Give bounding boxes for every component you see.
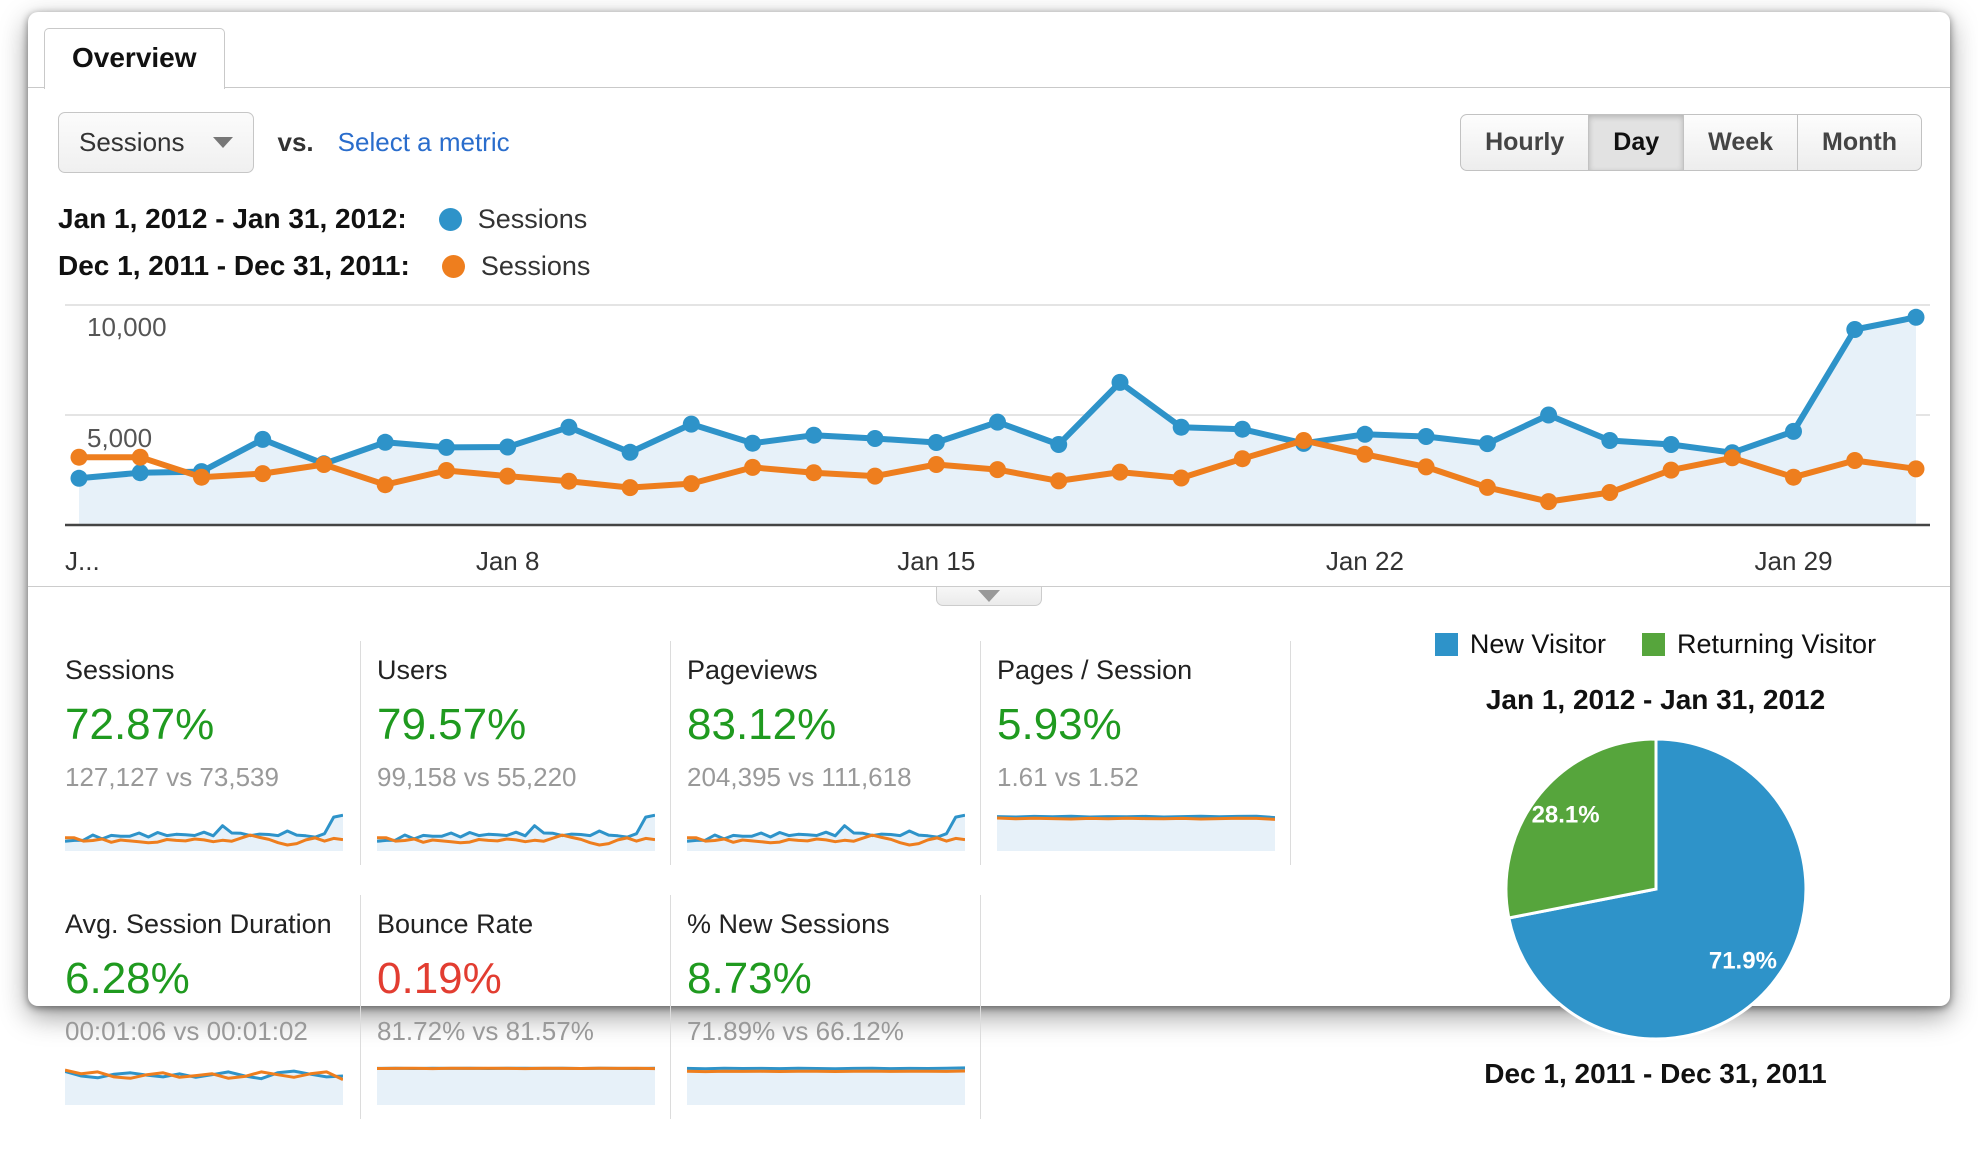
timeline-expander[interactable]	[936, 587, 1042, 606]
metric-change-value: 6.28%	[65, 954, 190, 1003]
legend-dot-icon	[438, 207, 462, 231]
chevron-down-icon	[212, 137, 233, 148]
svg-text:28.1%: 28.1%	[1531, 802, 1599, 829]
legend-row: Dec 1, 2011 - Dec 31, 2011: Sessions	[58, 250, 1950, 282]
metric-cards-row-1: Sessions 72.87% 127,127 vs 73,539 Users 79.5…	[65, 641, 1361, 865]
metric-sparkline	[65, 1068, 343, 1105]
visitor-pie-block: New Visitor Returning Visitor Jan 1, 2012…	[1361, 629, 1950, 1149]
tab-overview[interactable]: Overview	[44, 28, 225, 89]
metric-card: Avg. Session Duration 6.28% 00:01:06 vs 00…	[65, 895, 361, 1119]
chart-footer-divider	[28, 586, 1950, 606]
metric-comparison: 00:01:06 vs 00:01:02	[65, 1016, 308, 1046]
metric-sparkline	[65, 813, 343, 851]
metric-change-value: 5.93%	[997, 700, 1122, 749]
select-metric-link[interactable]: Select a metric	[337, 127, 510, 157]
legend-date-range: Jan 1, 2012 - Jan 31, 2012:	[58, 203, 407, 234]
legend-dot-icon	[441, 254, 465, 278]
legend-swatch-icon	[1434, 633, 1458, 656]
svg-text:71.9%: 71.9%	[1708, 947, 1776, 974]
x-tick-label: J...	[65, 546, 100, 576]
vs-label: vs.	[277, 127, 314, 157]
granularity-hourly[interactable]: Hourly	[1460, 114, 1590, 171]
y-tick-label: 10,000	[87, 312, 167, 342]
metric-sparkline	[377, 813, 655, 851]
metric-comparison: 1.61 vs 1.52	[997, 762, 1139, 792]
metric-sparkline	[687, 813, 965, 851]
metric-comparison: 99,158 vs 55,220	[377, 762, 577, 792]
metric-card: Sessions 72.87% 127,127 vs 73,539	[65, 641, 361, 865]
summary-section: Sessions 72.87% 127,127 vs 73,539 Users 79.5…	[28, 629, 1950, 1149]
x-tick-label: Jan 15	[897, 546, 976, 576]
metric-label: Users	[377, 655, 448, 685]
granularity-week[interactable]: Week	[1683, 114, 1799, 171]
timeseries-plot[interactable]	[65, 304, 1930, 527]
metric-card: Users 79.57% 99,158 vs 55,220	[361, 641, 671, 865]
metric-label: Bounce Rate	[377, 909, 534, 939]
metric-sparkline	[997, 814, 1275, 851]
pie-legend: New Visitor Returning Visitor	[1434, 629, 1877, 660]
legend-row: Jan 1, 2012 - Jan 31, 2012: Sessions	[58, 203, 1950, 235]
legend-metric-label: Sessions	[480, 250, 591, 281]
visitor-pie-chart[interactable]: 71.9% 28.1%	[1501, 734, 1811, 1044]
metric-card: Pages / Session 5.93% 1.61 vs 1.52	[981, 641, 1291, 865]
pie-legend-label: New Visitor	[1469, 629, 1606, 659]
metric-label: Sessions	[65, 655, 175, 685]
metric-card: Pageviews 83.12% 204,395 vs 111,618	[671, 641, 981, 865]
metric-label: Pages / Session	[997, 655, 1193, 685]
metric-change-value: 72.87%	[65, 700, 215, 749]
metric-sparkline	[377, 1066, 655, 1105]
x-tick-label: Jan 29	[1754, 546, 1833, 576]
metric-card: Bounce Rate 0.19% 81.72% vs 81.57%	[361, 895, 671, 1119]
metric-change-value: 79.57%	[377, 700, 527, 749]
x-tick-label: Jan 22	[1325, 546, 1404, 576]
metric-cards-row-2: Avg. Session Duration 6.28% 00:01:06 vs 00…	[65, 895, 1361, 1119]
metric-comparison: 81.72% vs 81.57%	[377, 1016, 594, 1046]
pie-title: Jan 1, 2012 - Jan 31, 2012	[1485, 684, 1826, 715]
legend-date-range: Dec 1, 2011 - Dec 31, 2011:	[58, 250, 410, 281]
chevron-down-icon	[978, 590, 1000, 602]
legend-swatch-icon	[1641, 633, 1665, 656]
x-tick-label: Jan 8	[475, 546, 540, 576]
pie-legend-label: Returning Visitor	[1676, 629, 1877, 659]
metric-cards: Sessions 72.87% 127,127 vs 73,539 Users 79.5…	[65, 641, 1361, 1149]
legend-metric-label: Sessions	[477, 203, 588, 234]
tab-bar: Overview	[28, 12, 1950, 89]
metric-comparison: 127,127 vs 73,539	[65, 762, 279, 792]
x-axis-labels: J... Jan 8 Jan 15 Jan 22 Jan 29	[65, 540, 1930, 578]
metric-selector[interactable]: Sessions	[58, 112, 254, 173]
metric-change-value: 8.73%	[687, 954, 812, 1003]
metric-card: % New Sessions 8.73% 71.89% vs 66.12%	[671, 895, 981, 1119]
y-tick-label: 5,000	[87, 423, 153, 453]
chart-legend: Jan 1, 2012 - Jan 31, 2012: Sessions Dec 1…	[58, 203, 1950, 282]
report-panel: Overview Sessions vs. Select a metric Ho…	[28, 12, 1950, 1119]
controls-row: Sessions vs. Select a metric Hourly Day We…	[28, 88, 1950, 173]
pie-legend-item: Returning Visitor	[1641, 629, 1877, 660]
metric-sparkline	[687, 1066, 965, 1105]
granularity-month[interactable]: Month	[1797, 114, 1922, 171]
metric-comparison: 204,395 vs 111,618	[687, 762, 912, 792]
metric-change-value: 83.12%	[687, 700, 837, 749]
metric-change-value: 0.19%	[377, 954, 502, 1003]
timeseries-chart[interactable]: 10,000 5,000	[65, 304, 1930, 532]
pie-footer: Dec 1, 2011 - Dec 31, 2011	[1484, 1058, 1827, 1089]
metric-label: Pageviews	[687, 655, 818, 685]
metric-label: % New Sessions	[687, 909, 890, 939]
granularity-day[interactable]: Day	[1588, 114, 1685, 171]
metric-comparison: 71.89% vs 66.12%	[687, 1016, 904, 1046]
granularity-group: Hourly Day Week Month	[1460, 114, 1922, 171]
metric-label: Avg. Session Duration	[65, 909, 332, 939]
metric-selector-value: Sessions	[79, 127, 185, 157]
pie-legend-item: New Visitor	[1434, 629, 1606, 660]
